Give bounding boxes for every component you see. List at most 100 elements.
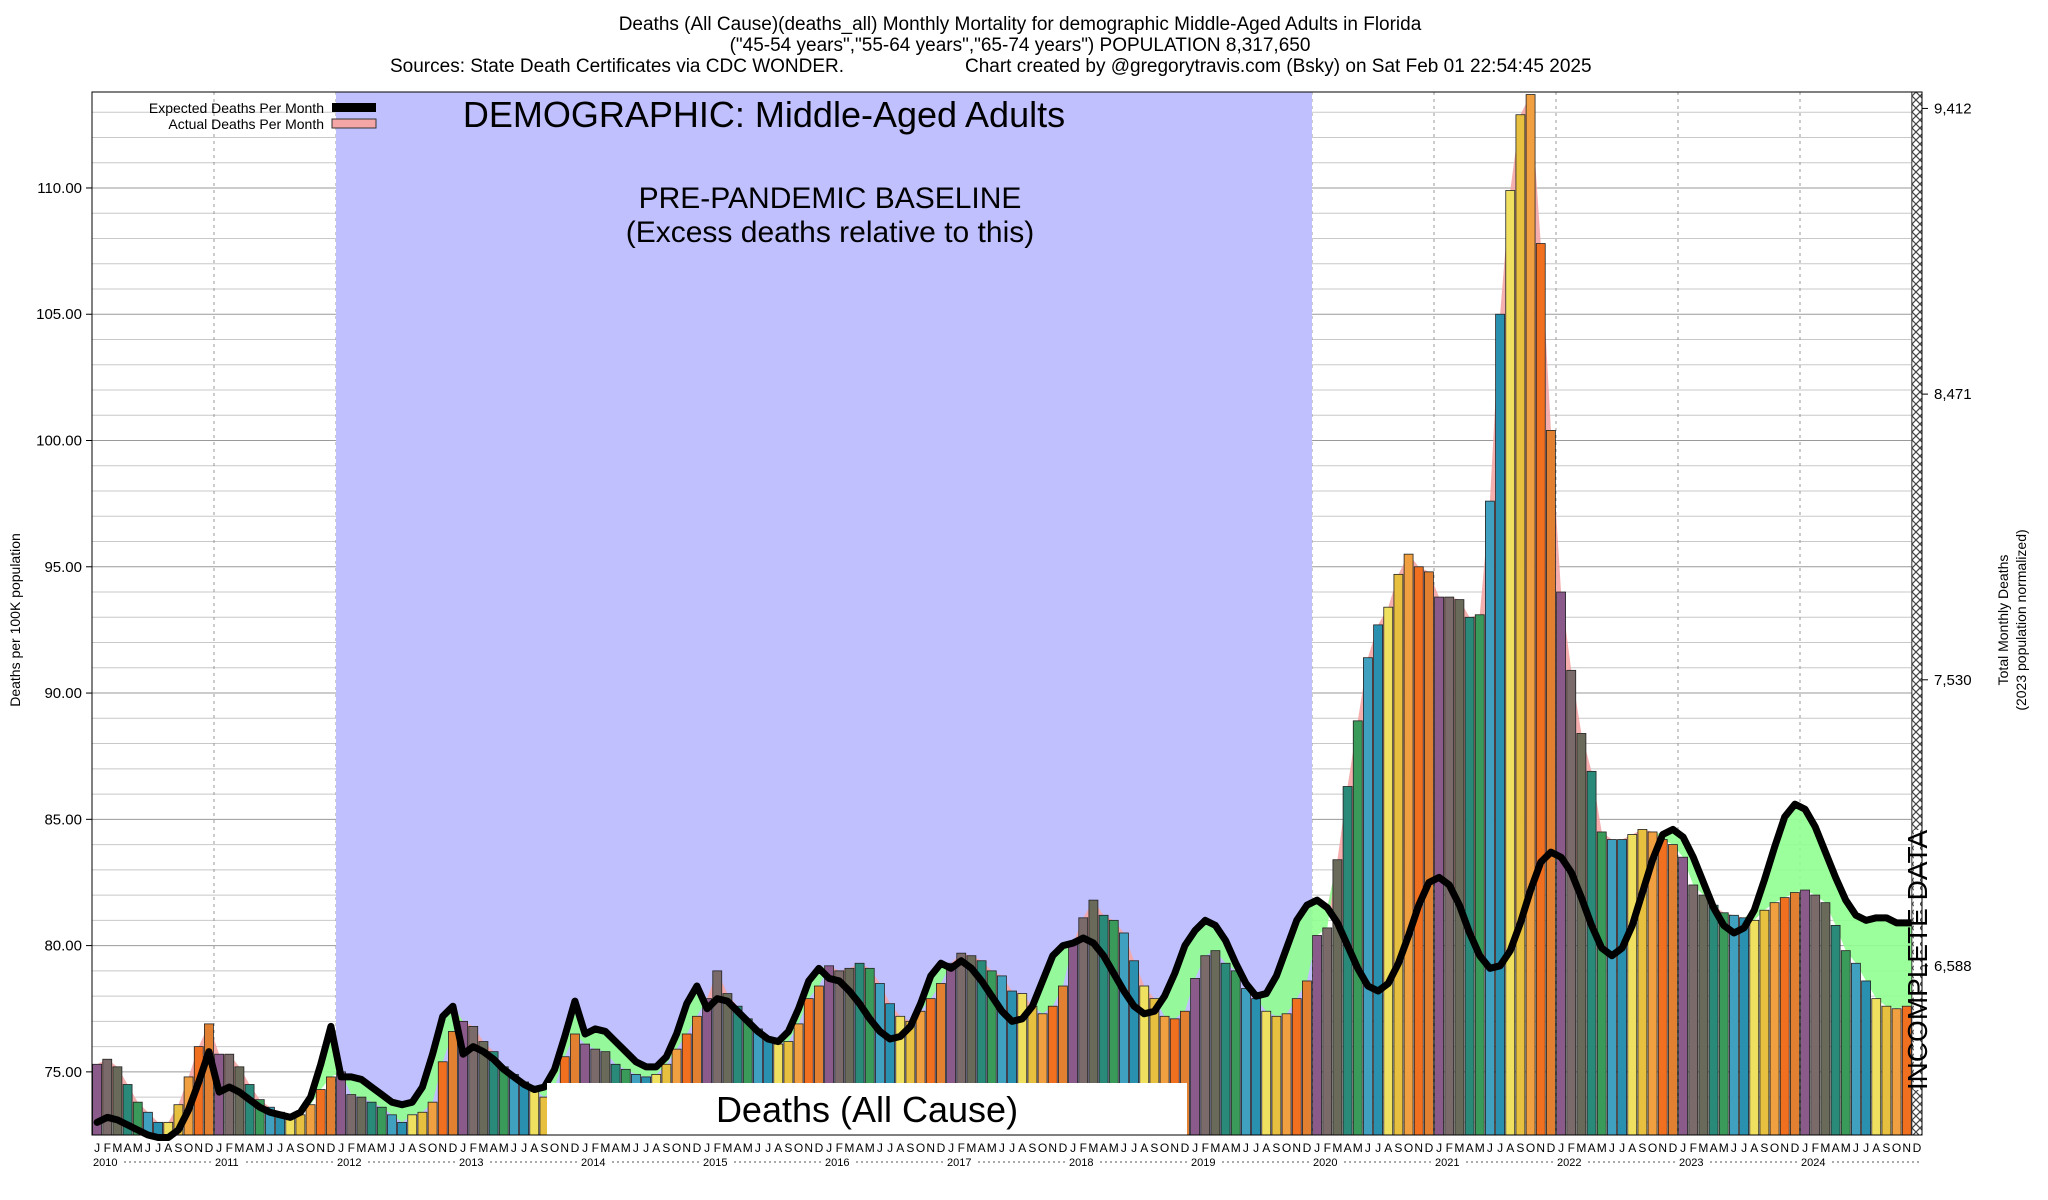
- year-tick-label: 2024: [1801, 1157, 1825, 1169]
- month-tick-label: M: [1841, 1141, 1851, 1155]
- month-tick-label: M: [255, 1141, 265, 1155]
- month-tick-label: M: [499, 1141, 509, 1155]
- year-tick-label: 2022: [1557, 1157, 1581, 1169]
- bar: [1881, 1005, 1892, 1136]
- bar: [1779, 897, 1790, 1136]
- bar: [1413, 566, 1424, 1136]
- month-tick-label: A: [164, 1141, 172, 1155]
- legend: Expected Deaths Per Month Actual Deaths …: [149, 100, 377, 132]
- month-tick-label: A: [1710, 1141, 1718, 1155]
- month-tick-label: J: [755, 1141, 761, 1155]
- bar: [1790, 892, 1800, 1136]
- bar: [326, 1076, 336, 1136]
- bar: [1718, 912, 1729, 1136]
- month-tick-label: A: [490, 1141, 498, 1155]
- baseline-sublabel: (Excess deaths relative to this): [626, 216, 1035, 249]
- bar: [1800, 889, 1810, 1136]
- bar: [529, 1089, 540, 1136]
- month-tick-label: J: [1243, 1141, 1249, 1155]
- month-tick-label: A: [734, 1141, 742, 1155]
- right-tick-label: 9,412: [1934, 100, 1972, 117]
- bar: [1190, 978, 1200, 1136]
- month-tick-label: O: [1892, 1141, 1901, 1155]
- month-tick-label: D: [1913, 1141, 1922, 1155]
- month-tick-label: A: [1140, 1141, 1148, 1155]
- left-axis-label: Deaths per 100K population: [7, 533, 23, 707]
- month-tick-label: M: [600, 1141, 610, 1155]
- month-tick-label: M: [1109, 1141, 1119, 1155]
- plot-frame: [91, 91, 1923, 1136]
- month-tick-label: S: [1760, 1141, 1768, 1155]
- month-tick-label: J: [1619, 1141, 1625, 1155]
- right-axis-label: Total Monthly Deaths: [1995, 555, 2011, 686]
- month-tick-label: A: [1628, 1141, 1636, 1155]
- month-tick-label: N: [804, 1141, 813, 1155]
- month-tick-label: D: [1425, 1141, 1434, 1155]
- chart-title: Deaths (All Cause)(deaths_all) Monthly M…: [619, 14, 1422, 35]
- month-tick-label: N: [1780, 1141, 1789, 1155]
- bar: [1678, 856, 1688, 1136]
- month-tick-label: M: [1231, 1141, 1241, 1155]
- bar: [1515, 114, 1526, 1136]
- month-tick-label: S: [1516, 1141, 1524, 1155]
- month-tick-label: M: [356, 1141, 366, 1155]
- month-tick-label: F: [1568, 1141, 1575, 1155]
- month-tick-label: J: [1314, 1141, 1320, 1155]
- month-tick-label: J: [1192, 1141, 1198, 1155]
- month-tick-label: J: [1680, 1141, 1686, 1155]
- month-tick-label: A: [652, 1141, 660, 1155]
- bar: [1891, 1008, 1902, 1136]
- bar: [1830, 924, 1841, 1136]
- bar: [1312, 935, 1322, 1136]
- month-tick-label: M: [1576, 1141, 1586, 1155]
- month-tick-label: M: [377, 1141, 387, 1155]
- month-tick-label: A: [896, 1141, 904, 1155]
- month-tick-label: J: [1375, 1141, 1381, 1155]
- bar: [1729, 914, 1739, 1136]
- month-tick-label: S: [1272, 1141, 1280, 1155]
- cause-label: Deaths (All Cause): [716, 1089, 1018, 1130]
- year-tick-label: 2011: [215, 1157, 239, 1169]
- legend-expected-swatch: [332, 103, 376, 112]
- month-tick-label: S: [1882, 1141, 1890, 1155]
- bar: [1291, 998, 1302, 1136]
- month-tick-label: N: [1292, 1141, 1301, 1155]
- month-tick-label: J: [1863, 1141, 1869, 1155]
- bar: [468, 1026, 479, 1136]
- year-tick-label: 2018: [1069, 1157, 1093, 1169]
- month-tick-label: M: [234, 1141, 244, 1155]
- month-tick-label: N: [1658, 1141, 1667, 1155]
- month-tick-label: A: [856, 1141, 864, 1155]
- year-tick-label: 2015: [703, 1157, 727, 1169]
- bar: [1861, 980, 1871, 1136]
- bar: [234, 1066, 245, 1136]
- month-tick-label: O: [550, 1141, 559, 1155]
- month-tick-label: J: [1609, 1141, 1615, 1155]
- bar: [366, 1101, 377, 1136]
- left-tick-label: 95.00: [44, 559, 82, 576]
- month-tick-label: F: [1202, 1141, 1209, 1155]
- bar: [1271, 1015, 1282, 1136]
- bar: [346, 1094, 357, 1136]
- bar: [1739, 917, 1749, 1136]
- month-tick-label: O: [916, 1141, 925, 1155]
- month-tick-label: A: [1466, 1141, 1474, 1155]
- bar: [1851, 962, 1861, 1136]
- bar: [1657, 839, 1668, 1136]
- month-tick-label: O: [1282, 1141, 1291, 1155]
- bar: [1332, 859, 1343, 1136]
- incomplete-label-background: [1913, 830, 1920, 1090]
- month-tick-label: A: [978, 1141, 986, 1155]
- month-tick-label: M: [1210, 1141, 1220, 1155]
- right-axis: 6,588 7,530 8,471 9,412: [1922, 100, 1972, 975]
- month-tick-label: S: [540, 1141, 548, 1155]
- month-tick-label: S: [174, 1141, 182, 1155]
- bar: [1617, 839, 1627, 1136]
- cause-label-box: [547, 1083, 1187, 1135]
- bar: [1495, 313, 1505, 1136]
- left-tick-label: 90.00: [44, 685, 82, 702]
- year-tick-label: 2013: [459, 1157, 483, 1169]
- month-tick-label: O: [428, 1141, 437, 1155]
